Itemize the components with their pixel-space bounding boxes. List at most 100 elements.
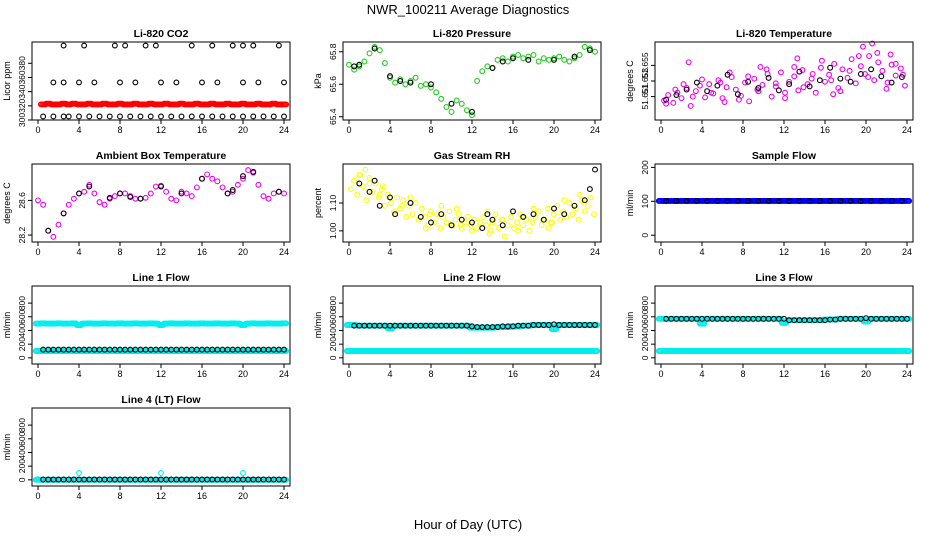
data-point [878,73,885,80]
data-point [240,42,246,49]
data-point [55,221,62,228]
data-point [782,89,788,96]
data-point [275,42,282,49]
data-point [188,113,195,120]
data-point [474,78,481,84]
data-point [696,82,703,89]
data-point [214,178,221,185]
plot-frame [31,41,291,121]
data-point [60,42,67,49]
data-point [594,348,601,354]
data-point [65,113,72,120]
chart-panel-10: Line 4 (LT) Flow ml/min 0 4 8 12 16 20 24 0 200400… [2,394,291,501]
data-point [127,193,134,200]
data-point [489,216,496,223]
data-point [464,213,471,220]
data-point [566,200,573,206]
data-point [848,56,855,63]
data-point [839,66,846,73]
data-point [91,190,98,197]
data-point [484,63,491,70]
data-point [786,78,793,85]
data-point [799,67,806,74]
data-point [178,188,185,195]
x-tick-label: 20 [549,247,559,257]
x-tick-label: 0 [658,125,663,135]
data-point [137,195,144,202]
data-point [515,227,522,234]
data-point [265,195,272,202]
y-axis-label: degrees C [625,60,635,102]
data-point [422,81,429,88]
data-point [96,113,103,120]
data-point [742,79,748,86]
x-tick-label: 4 [76,369,81,379]
data-point [745,78,752,85]
data-point [255,79,262,86]
data-point [173,79,180,86]
x-tick-label: 12 [156,369,166,379]
data-point [837,88,844,95]
data-point [193,184,200,191]
data-point [665,92,672,98]
data-point [717,79,724,86]
data-point [857,63,864,70]
x-tick-label: 0 [658,247,663,257]
plot-frame [654,41,914,121]
data-point [535,208,542,215]
data-point [96,199,103,206]
data-point [721,99,728,106]
data-point [869,40,876,47]
data-point [371,45,378,52]
data-point [906,348,913,354]
data-point [816,198,823,204]
data-point [545,225,552,232]
data-point [898,198,905,204]
data-point [525,53,532,60]
data-point [795,87,802,94]
data-point [458,225,465,232]
data-point [348,186,354,193]
data-point [772,80,779,87]
data-point [137,113,144,120]
data-point [520,213,527,220]
data-point [378,186,385,193]
y-tick-label: 400 [17,445,27,459]
data-point [857,71,864,77]
data-point [81,42,88,49]
data-point [535,58,542,65]
data-point [678,95,685,102]
x-tick-label: 16 [197,247,207,257]
chart-title: Li-820 CO2 [134,28,189,40]
data-point [399,202,406,209]
data-point [557,216,564,223]
data-point [229,42,236,49]
data-point [480,213,487,220]
data-point [183,190,190,197]
data-point [431,219,438,226]
data-point [663,96,670,103]
data-point [551,211,557,218]
y-axis-label: ml/min [2,434,12,461]
data-point [240,470,246,476]
x-tick-label: 16 [820,369,830,379]
y-tick-label: 600 [17,431,27,445]
data-point [168,113,175,120]
data-point [86,183,93,190]
plot-frame [342,41,602,121]
data-point [499,222,506,229]
x-tick-label: 8 [428,369,433,379]
x-tick-label: 8 [740,247,745,257]
data-point [828,77,835,84]
data-point [224,190,231,197]
data-point [86,181,93,188]
y-axis-label: degrees C [2,182,12,224]
data-point [683,86,690,93]
data-point [117,79,123,86]
data-point [501,233,508,240]
data-point [366,174,373,181]
x-tick-label: 4 [699,125,704,135]
data-point [837,198,844,204]
data-point [433,89,440,96]
chart-title: Gas Stream RH [434,150,510,162]
